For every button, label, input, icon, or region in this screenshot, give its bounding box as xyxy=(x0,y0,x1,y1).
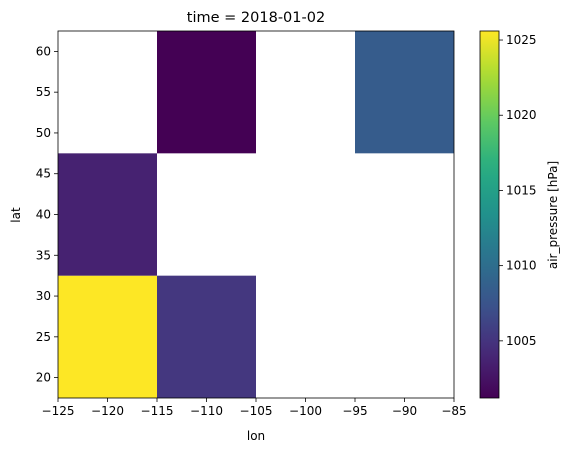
y-tick-label: 40 xyxy=(36,208,51,222)
colorbar-tick-label: 1005 xyxy=(506,334,537,348)
y-tick-label: 20 xyxy=(36,371,51,385)
y-axis-label: lat xyxy=(9,207,23,223)
colorbar-tick-label: 1015 xyxy=(506,183,537,197)
y-axis: 20 25 30 35 40 45 50 55 60 xyxy=(36,44,58,385)
y-tick-label: 25 xyxy=(36,330,51,344)
y-tick-label: 30 xyxy=(36,289,51,303)
colorbar-frame xyxy=(479,30,500,399)
x-tick-label: −105 xyxy=(240,404,273,418)
colorbar-label: air_pressure [hPa] xyxy=(546,161,560,269)
x-tick-label: −90 xyxy=(392,404,417,418)
colorbar-tick-label: 1010 xyxy=(506,259,537,273)
colorbar: 1005 1010 1015 1020 1025 xyxy=(479,30,537,399)
chart-title: time = 2018-01-02 xyxy=(187,10,325,26)
heatmap-cell xyxy=(58,275,157,398)
plot-area xyxy=(57,30,455,399)
y-tick-label: 35 xyxy=(36,248,51,262)
heatmap-cell xyxy=(355,31,454,154)
x-tick-label: −115 xyxy=(141,404,174,418)
heatmap-cell xyxy=(157,275,256,398)
x-tick-label: −85 xyxy=(441,404,466,418)
y-tick-label: 50 xyxy=(36,126,51,140)
heatmap-cell xyxy=(157,31,256,154)
colorbar-tick-label: 1020 xyxy=(506,108,537,122)
x-tick-label: −95 xyxy=(342,404,367,418)
x-tick-label: −100 xyxy=(289,404,322,418)
x-axis-label: lon xyxy=(247,429,265,443)
y-tick-label: 60 xyxy=(36,44,51,58)
x-tick-label: −125 xyxy=(42,404,75,418)
x-tick-label: −110 xyxy=(190,404,223,418)
y-tick-label: 45 xyxy=(36,167,51,181)
x-axis: −125 −120 −115 −110 −105 −100 −95 −90 −85 xyxy=(42,398,467,418)
colorbar-gradient xyxy=(480,31,499,398)
y-tick-label: 55 xyxy=(36,85,51,99)
colorbar-tick-label: 1025 xyxy=(506,33,537,47)
x-tick-label: −120 xyxy=(91,404,124,418)
heatmap-cell xyxy=(58,153,157,276)
